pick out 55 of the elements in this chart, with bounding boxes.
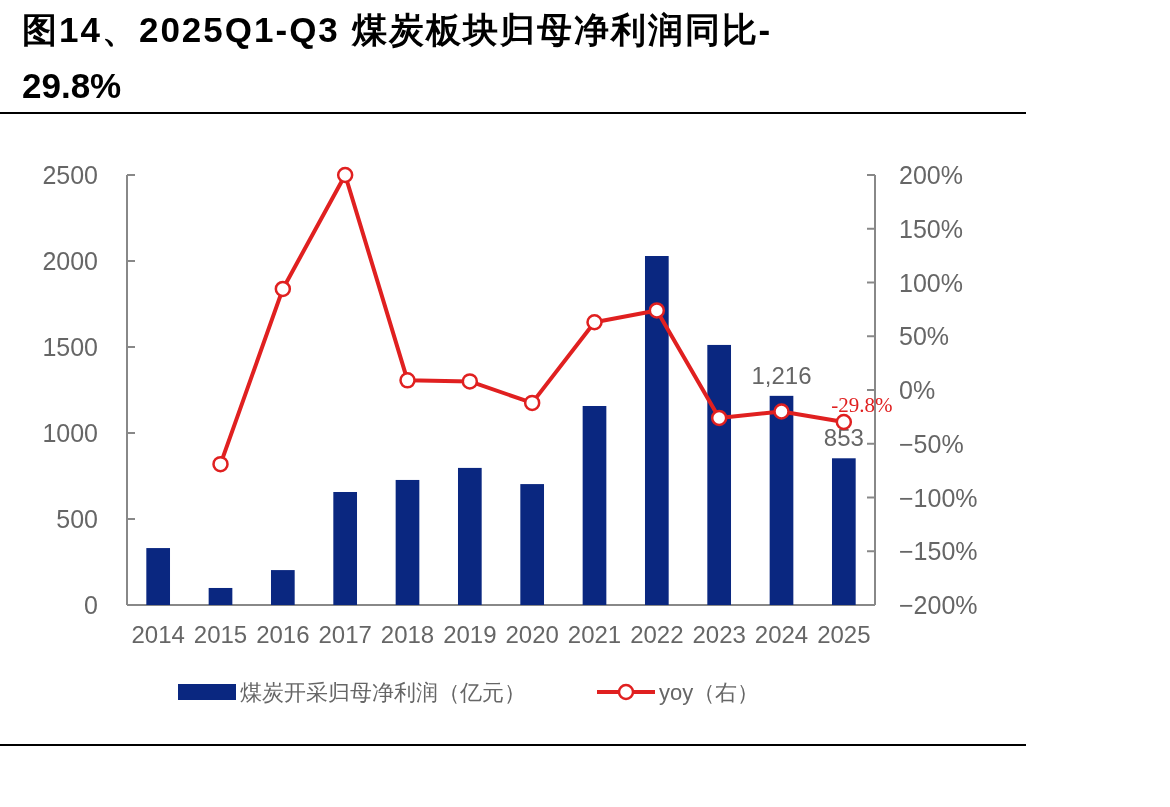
y2-tick-label: −50% [899,429,964,458]
y2-tick-label: 0% [899,376,936,404]
y2-tick-label: 150% [899,214,963,243]
y2-tick-label: −200% [899,591,978,619]
data-label: -29.8% [831,393,893,418]
chart-title: 图14、2025Q1-Q3 煤炭板块归母净利润同比-29.8% [22,10,773,105]
point [212,455,229,473]
y2-tick-label: 200% [899,161,963,189]
x-tick-label: 2023 [692,621,746,648]
point [461,373,479,390]
bar [270,570,295,605]
x-tick-label: 2018 [380,621,435,648]
y-tick-label: 1500 [42,333,98,361]
x-tick-label: 2017 [318,621,372,648]
y2-tick-label: 50% [899,322,950,351]
bar [520,484,545,605]
point [586,314,603,331]
bar [395,479,420,605]
y2-tick-label: −150% [899,537,978,566]
legend-label: yoy（右） [659,680,760,705]
x-tick-label: 2016 [256,621,310,648]
y2-tick-label: 100% [899,268,963,297]
data-label: 1,216 [751,361,812,389]
x-tick-label: 2019 [443,621,497,648]
bar [333,492,358,605]
bar [146,548,171,605]
y-tick-label: 2500 [42,161,98,189]
x-tick-label: 2015 [193,621,248,648]
bar [644,256,669,605]
x-tick-label: 2022 [630,621,684,648]
bar [208,587,233,605]
y-tick-label: 1000 [42,419,98,447]
bar [707,344,732,605]
y2-tick-label: −100% [899,483,978,512]
point [274,280,292,298]
point [523,394,541,412]
x-tick-label: 2020 [505,621,559,648]
x-tick-label: 2014 [131,621,185,648]
bar [457,467,482,605]
legend-label: 煤炭开采归母净利润（亿元） [240,680,526,705]
y-tick-label: 2000 [42,247,98,275]
bar [582,406,607,605]
point [336,166,354,184]
point [399,372,416,389]
y-tick-label: 500 [56,505,98,533]
bar [769,395,794,605]
x-tick-label: 2025 [817,621,871,648]
bar [831,458,856,605]
point [648,302,666,319]
point [773,403,790,420]
data-label: 853 [823,424,864,452]
y-tick-label: 0 [84,591,98,619]
point [710,409,728,427]
x-tick-label: 2024 [754,621,809,648]
x-tick-label: 2021 [567,621,622,648]
